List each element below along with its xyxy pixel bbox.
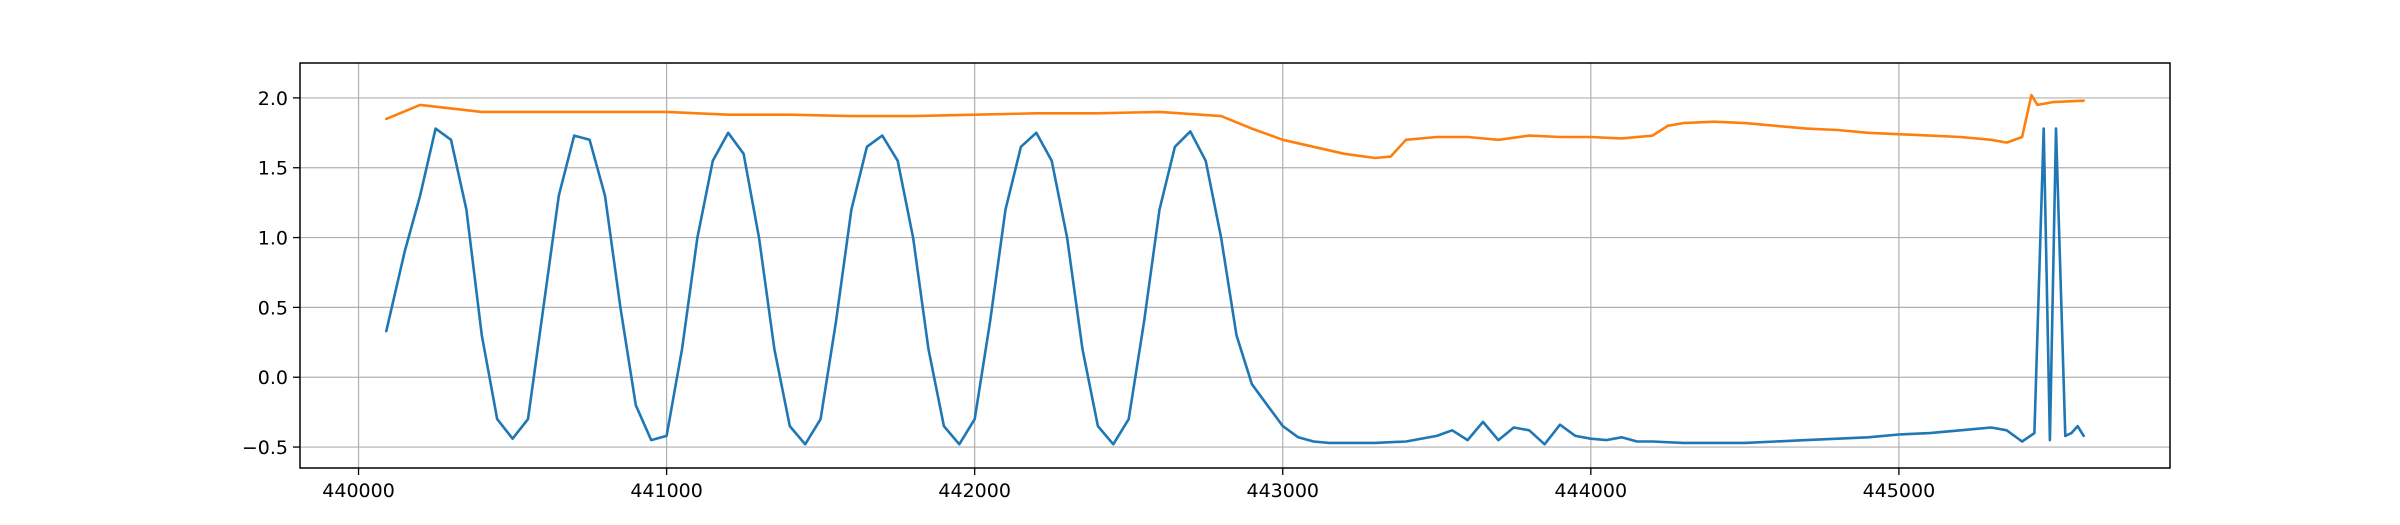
grid — [300, 63, 2170, 468]
plot-frame — [299, 62, 2171, 469]
y-axis: −0.5 0.0 0.5 1.0 1.5 2.0 — [242, 88, 300, 459]
y-tick-label: 0.0 — [258, 367, 288, 389]
x-tick-label: 444000 — [1555, 480, 1628, 502]
series-group — [385, 93, 2085, 446]
y-tick-label: 1.5 — [258, 158, 288, 180]
series-1-line — [385, 127, 2085, 446]
x-tick-label: 443000 — [1246, 480, 1319, 502]
x-tick-label: 442000 — [938, 480, 1011, 502]
x-tick-label: 445000 — [1863, 480, 1936, 502]
x-tick-label: 441000 — [630, 480, 703, 502]
y-tick-label: 1.0 — [258, 228, 288, 250]
y-tick-label: −0.5 — [242, 437, 288, 459]
y-tick-label: 0.5 — [258, 297, 288, 319]
y-tick-label: 2.0 — [258, 88, 288, 110]
x-tick-label: 440000 — [322, 480, 395, 502]
x-axis: 440000 441000 442000 443000 444000 445000 — [322, 468, 1935, 502]
series-2-line — [385, 93, 2085, 160]
